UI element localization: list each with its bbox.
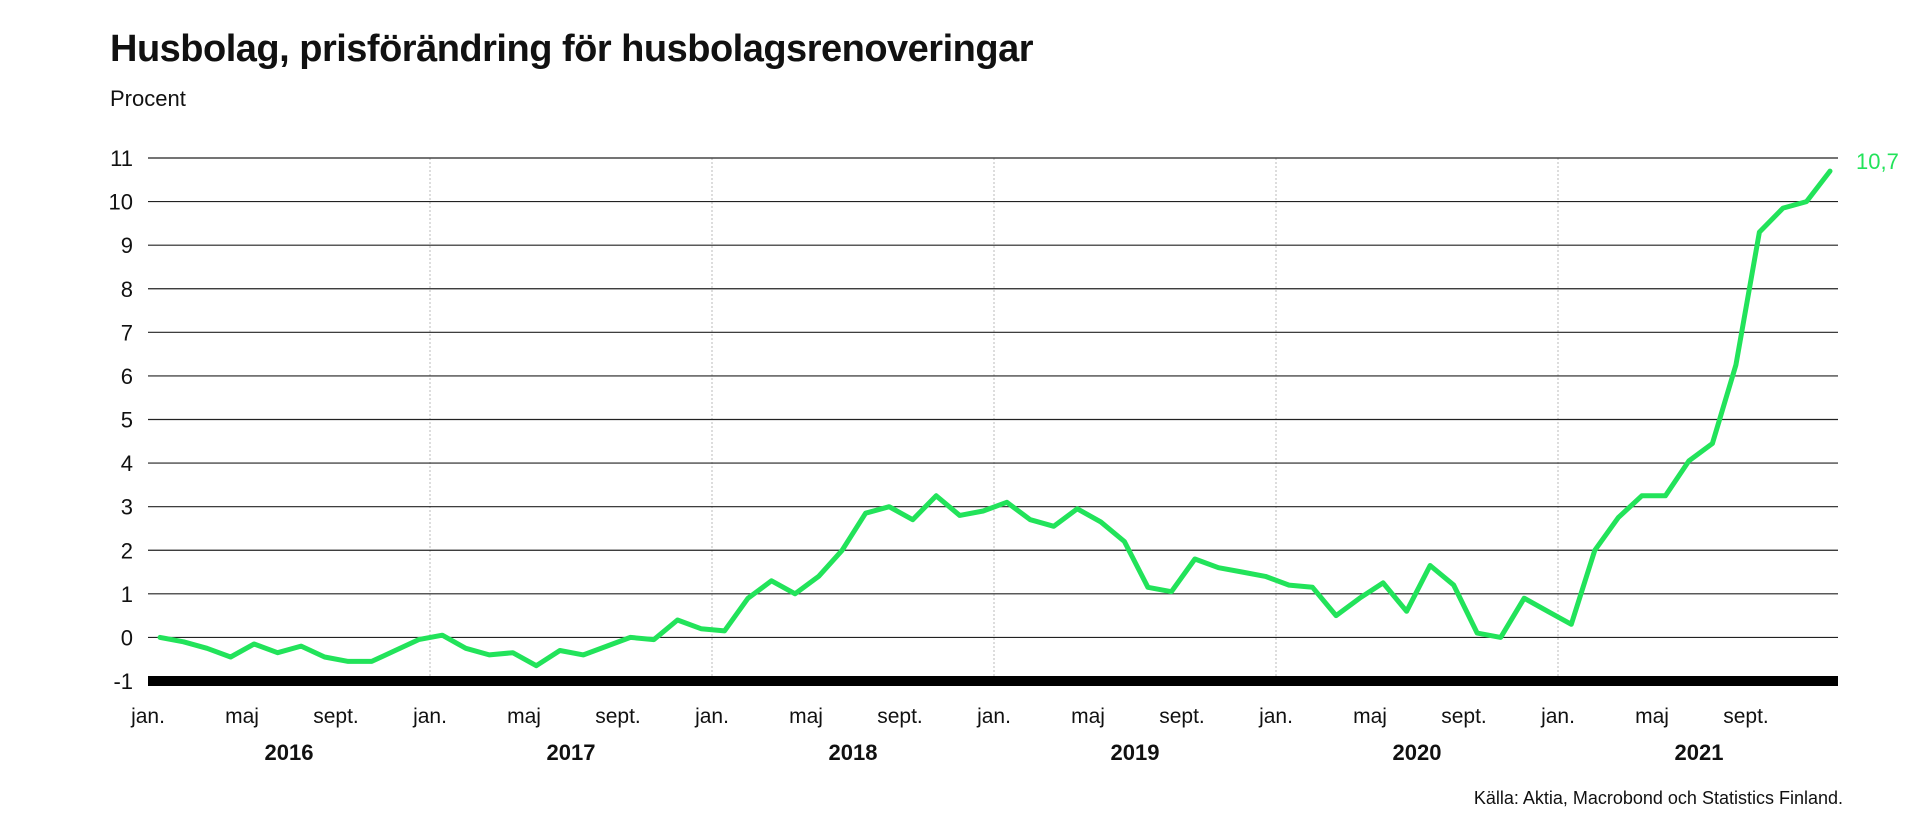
x-tick-label: maj — [1635, 705, 1669, 728]
y-tick-label: 11 — [110, 146, 133, 171]
y-tick-label: -1 — [113, 669, 133, 694]
year-label: 2021 — [1675, 740, 1724, 765]
x-axis-ticks: jan. maj sept. jan. maj sept. jan. maj sept. jan.… — [130, 705, 1769, 728]
y-tick-label: 3 — [121, 495, 133, 520]
y-tick-label: 7 — [121, 320, 133, 345]
horizontal-grid — [148, 157, 1838, 686]
x-tick-label: jan. — [694, 705, 729, 728]
x-tick-label: jan. — [412, 705, 447, 728]
year-label: 2019 — [1111, 740, 1160, 765]
y-tick-label: 10 — [109, 190, 133, 215]
y-tick-label: 2 — [121, 538, 133, 563]
year-label: 2016 — [265, 740, 314, 765]
x-tick-label: jan. — [1540, 705, 1575, 728]
x-tick-label: jan. — [1258, 705, 1293, 728]
x-tick-label: maj — [225, 705, 259, 728]
series-line — [157, 168, 1833, 669]
y-tick-label: 1 — [121, 582, 133, 607]
y-tick-label: 0 — [121, 625, 133, 650]
y-tick-label: 9 — [121, 233, 133, 258]
x-tick-label: sept. — [1441, 705, 1487, 728]
x-tick-label: maj — [1353, 705, 1387, 728]
year-label: 2020 — [1393, 740, 1442, 765]
year-labels: 2016 2017 2018 2019 2020 2021 — [265, 740, 1724, 765]
x-tick-label: maj — [789, 705, 823, 728]
x-tick-label: sept. — [877, 705, 923, 728]
x-tick-label: sept. — [313, 705, 359, 728]
y-tick-label: 6 — [121, 364, 133, 389]
year-label: 2017 — [547, 740, 596, 765]
x-tick-label: jan. — [130, 705, 165, 728]
chart-subtitle: Procent — [110, 86, 186, 111]
x-axis-baseline — [148, 676, 1838, 686]
x-tick-label: sept. — [1159, 705, 1205, 728]
x-tick-label: sept. — [1723, 705, 1769, 728]
y-tick-label: 5 — [121, 408, 133, 433]
x-tick-label: maj — [1071, 705, 1105, 728]
x-tick-label: sept. — [595, 705, 641, 728]
source-note: Källa: Aktia, Macrobond och Statistics F… — [1473, 788, 1843, 808]
y-tick-label: 8 — [121, 277, 133, 302]
x-tick-label: jan. — [976, 705, 1011, 728]
end-value-label: 10,7 — [1856, 149, 1899, 174]
year-label: 2018 — [829, 740, 878, 765]
chart-title: Husbolag, prisförändring för husbolagsre… — [110, 28, 1034, 70]
x-tick-label: maj — [507, 705, 541, 728]
y-tick-label: 4 — [121, 451, 133, 476]
